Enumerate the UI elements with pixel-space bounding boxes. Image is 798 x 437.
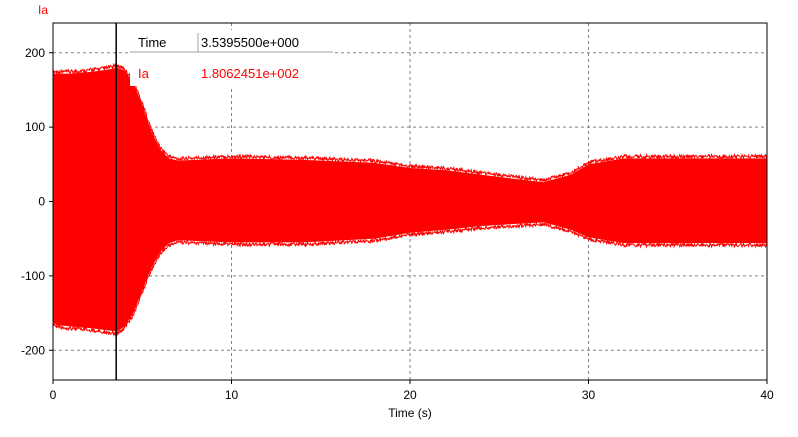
x-tick-label: 0 bbox=[50, 388, 57, 402]
cursor-time-label: Time bbox=[138, 35, 166, 50]
y-tick-label: -100 bbox=[21, 269, 45, 283]
series-ia-lower-edge bbox=[52, 221, 768, 337]
cursor-series-label: Ia bbox=[138, 66, 150, 81]
x-axis: 0 10 20 30 40 bbox=[50, 380, 774, 402]
y-tick-label: -200 bbox=[21, 343, 45, 357]
series-ia-envelope bbox=[53, 67, 767, 332]
cursor-readout: Time 3.5395500e+000 Ia 1.8062451e+002 bbox=[130, 30, 333, 86]
cursor-time-value: 3.5395500e+000 bbox=[201, 35, 299, 50]
y-tick-label: 0 bbox=[38, 195, 45, 209]
y-axis: 200 100 0 -100 -200 bbox=[21, 46, 53, 357]
y-tick-label: 100 bbox=[25, 120, 45, 134]
series-title: Ia bbox=[38, 3, 48, 17]
cursor-readout-background bbox=[130, 30, 333, 86]
x-tick-label: 40 bbox=[760, 388, 774, 402]
x-tick-label: 10 bbox=[225, 388, 239, 402]
x-axis-title: Time (s) bbox=[388, 406, 432, 420]
y-tick-label: 200 bbox=[25, 46, 45, 60]
x-tick-label: 20 bbox=[403, 388, 417, 402]
x-tick-label: 30 bbox=[582, 388, 596, 402]
series-ia-upper-edge bbox=[52, 62, 768, 183]
cursor-series-value: 1.8062451e+002 bbox=[201, 66, 299, 81]
